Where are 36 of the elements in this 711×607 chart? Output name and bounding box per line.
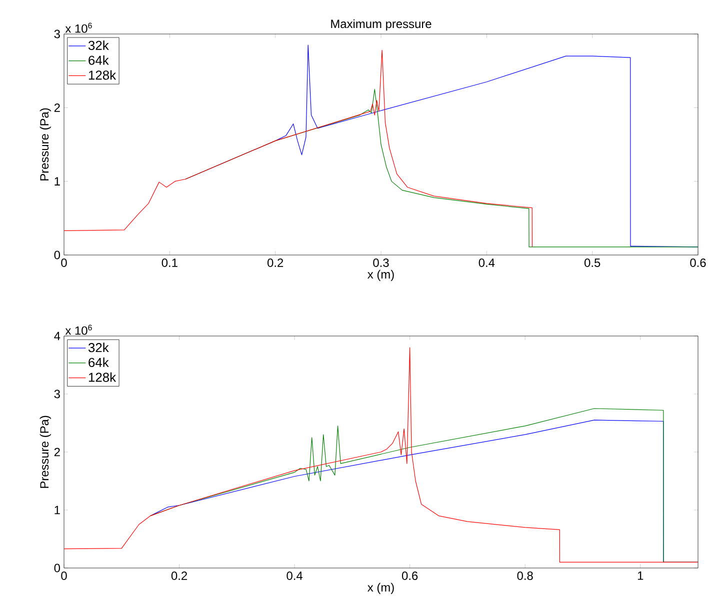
text: x 10$^{6}$: [65, 22, 92, 33]
x-tick-label: 0.5: [584, 258, 600, 267]
x-tick-label: 0.4: [478, 258, 495, 267]
y-tick-label: 0: [54, 564, 60, 572]
x-tick-label: 0.8: [517, 572, 533, 580]
legend-label: 32k: [88, 342, 109, 352]
y-tick-label: 3: [54, 30, 60, 38]
line-series: [64, 50, 533, 248]
y-axis-title: Pressure (Pa): [40, 416, 51, 488]
x-tick-label: 0.6: [690, 258, 706, 267]
x-tick-label: 0.2: [267, 258, 284, 267]
legend-label: 32k: [88, 40, 109, 50]
x-tick-label: 0.3: [373, 258, 389, 267]
y-tick-label: 1: [54, 177, 60, 186]
x-tick-label: 0.1: [162, 258, 178, 267]
x-tick-label: 0.4: [286, 572, 303, 580]
x-tick-label: 0: [61, 258, 67, 267]
y-tick-label: 4: [54, 332, 60, 340]
x-axis-title: x (m): [368, 582, 394, 594]
legend-label: 128k: [88, 70, 116, 80]
legend-label: 64k: [88, 358, 109, 368]
x-tick-label: 1: [638, 572, 644, 580]
text: x 10$^{6}$: [65, 324, 92, 335]
chart-title: Maximum pressure: [331, 19, 432, 30]
y-axis-title: Pressure (Pa): [40, 108, 51, 180]
y-tick-label: 0: [54, 250, 60, 260]
y-tick-label: 2: [54, 103, 60, 112]
x-axis-title: x (m): [368, 270, 394, 281]
x-tick-label: 0.6: [402, 572, 418, 580]
legend-label: 64k: [88, 55, 109, 65]
x-tick-label: 0: [61, 572, 67, 580]
legend-label: 128k: [88, 372, 116, 382]
y-tick-label: 3: [54, 390, 60, 398]
x-tick-label: 0.2: [171, 572, 187, 580]
y-tick-label: 2: [54, 448, 60, 456]
y-tick-label: 1: [54, 506, 60, 514]
